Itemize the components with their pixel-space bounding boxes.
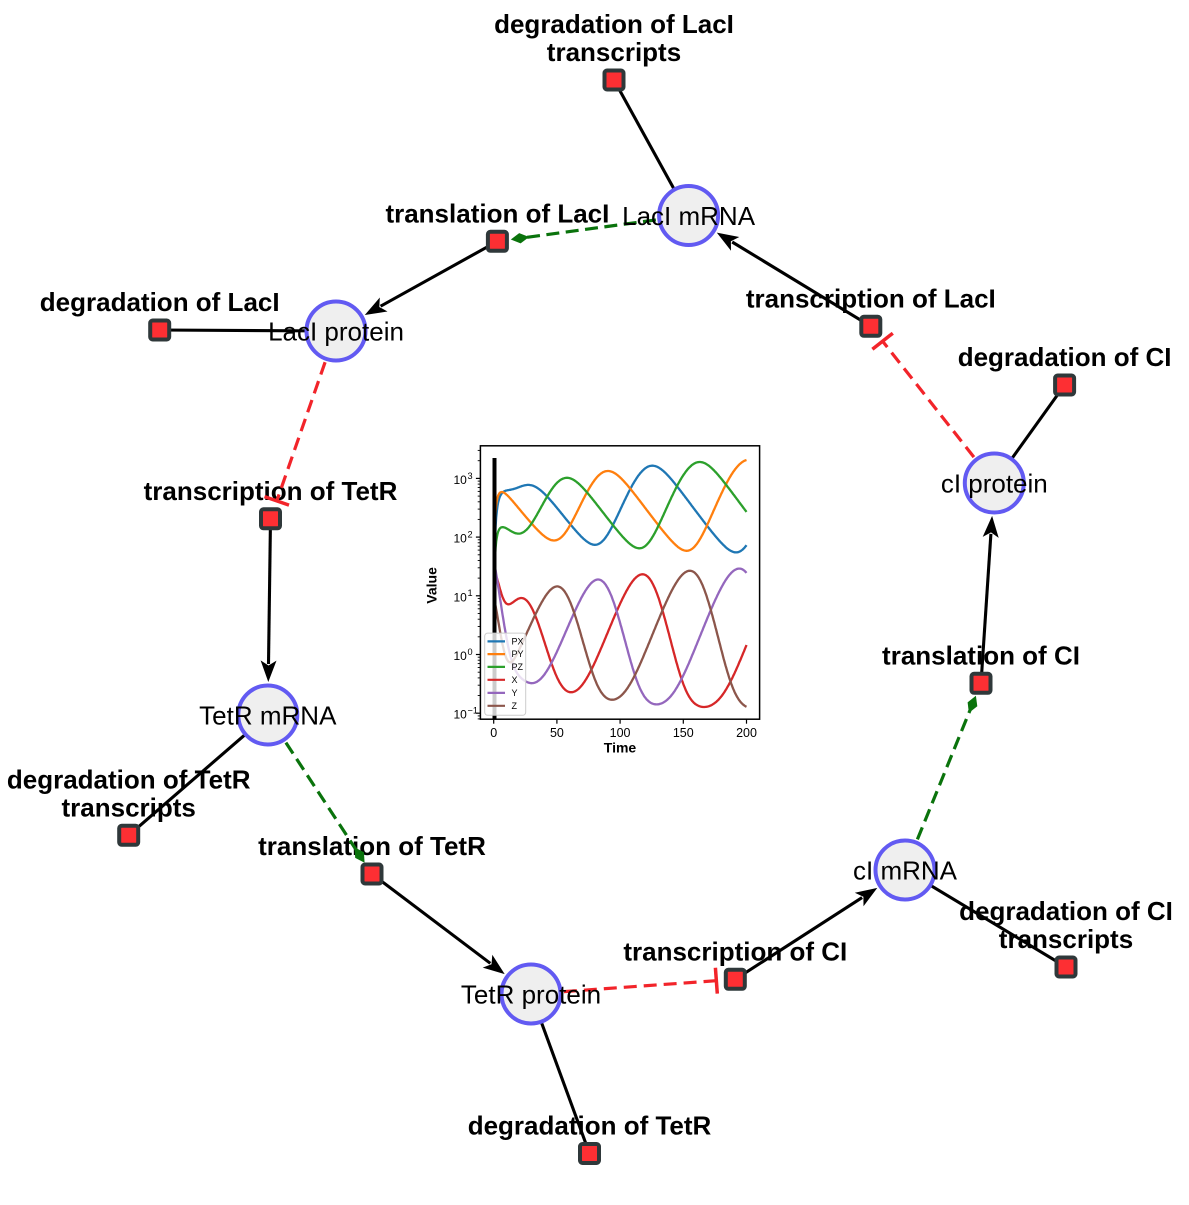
svg-text:cI protein: cI protein bbox=[941, 468, 1048, 498]
svg-text:Z: Z bbox=[512, 701, 518, 711]
svg-text:degradation of LacI: degradation of LacI bbox=[40, 287, 280, 317]
svg-text:PZ: PZ bbox=[512, 662, 524, 672]
svg-text:translation of TetR: translation of TetR bbox=[258, 831, 486, 861]
svg-text:10: 10 bbox=[453, 649, 467, 663]
svg-text:degradation of CI: degradation of CI bbox=[958, 342, 1172, 372]
svg-text:degradation of LacI: degradation of LacI bbox=[494, 9, 734, 39]
svg-text:TetR mRNA: TetR mRNA bbox=[199, 700, 337, 730]
svg-text:Time: Time bbox=[604, 740, 637, 756]
svg-text:X: X bbox=[512, 675, 518, 685]
svg-text:degradation of TetR: degradation of TetR bbox=[468, 1111, 712, 1141]
svg-text:−1: −1 bbox=[468, 706, 478, 716]
svg-text:10: 10 bbox=[453, 473, 467, 487]
svg-text:degradation of TetR: degradation of TetR bbox=[7, 764, 251, 794]
svg-text:150: 150 bbox=[673, 726, 694, 740]
svg-text:2: 2 bbox=[468, 530, 473, 540]
svg-text:0: 0 bbox=[468, 647, 473, 657]
svg-text:10: 10 bbox=[453, 532, 467, 546]
svg-text:Y: Y bbox=[512, 688, 518, 698]
svg-text:0: 0 bbox=[490, 726, 497, 740]
svg-text:1: 1 bbox=[468, 588, 473, 598]
svg-text:transcription of CI: transcription of CI bbox=[623, 936, 847, 966]
svg-text:PX: PX bbox=[512, 637, 524, 647]
svg-text:10: 10 bbox=[453, 708, 467, 722]
svg-text:TetR protein: TetR protein bbox=[461, 979, 601, 1009]
svg-text:cI mRNA: cI mRNA bbox=[853, 855, 958, 885]
svg-text:LacI mRNA: LacI mRNA bbox=[622, 201, 756, 231]
svg-text:transcripts: transcripts bbox=[62, 792, 196, 822]
svg-text:translation of LacI: translation of LacI bbox=[385, 198, 609, 228]
svg-text:50: 50 bbox=[550, 726, 564, 740]
svg-text:100: 100 bbox=[610, 726, 631, 740]
svg-text:degradation of CI: degradation of CI bbox=[959, 896, 1173, 926]
svg-text:10: 10 bbox=[453, 590, 467, 604]
svg-text:transcription of TetR: transcription of TetR bbox=[144, 476, 398, 506]
svg-text:3: 3 bbox=[468, 471, 473, 481]
svg-text:200: 200 bbox=[736, 726, 757, 740]
svg-text:transcription of LacI: transcription of LacI bbox=[746, 283, 996, 313]
svg-text:LacI protein: LacI protein bbox=[268, 316, 404, 346]
svg-text:PY: PY bbox=[512, 649, 524, 659]
svg-text:Value: Value bbox=[423, 567, 439, 604]
svg-text:transcripts: transcripts bbox=[547, 37, 681, 67]
